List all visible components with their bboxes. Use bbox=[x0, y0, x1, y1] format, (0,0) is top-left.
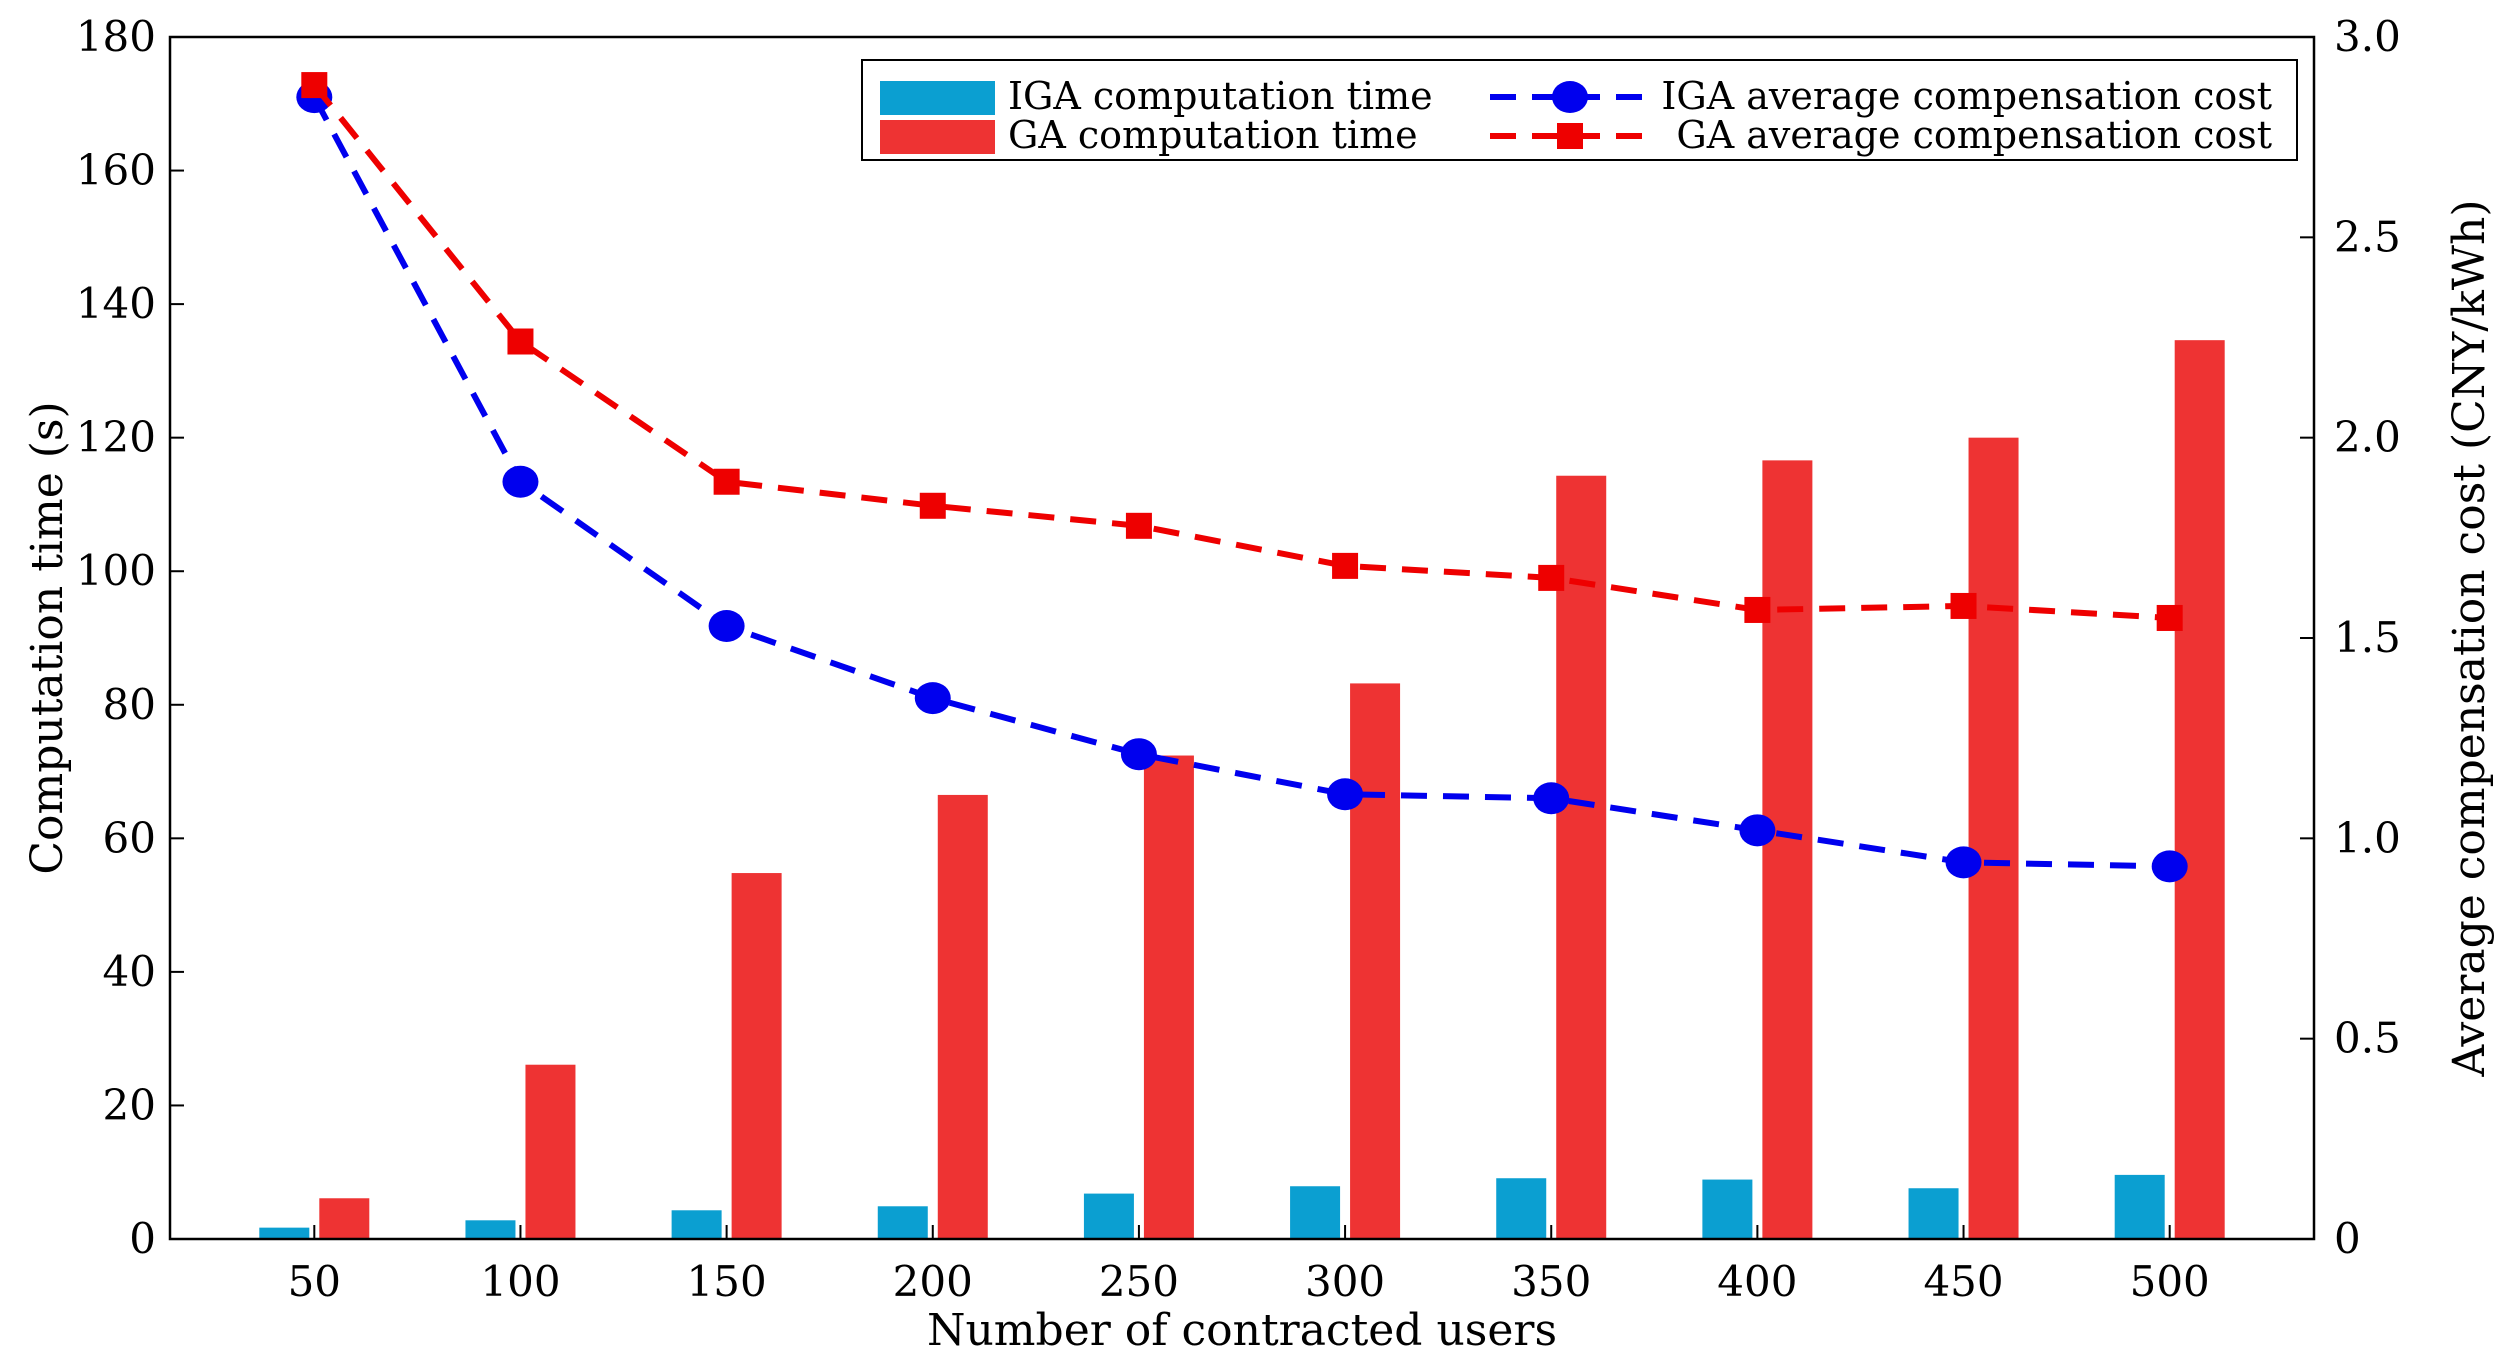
point-ga-average-compensation-cost-400 bbox=[1744, 596, 1771, 623]
bar-ga-computation-time-250 bbox=[1143, 755, 1194, 1239]
y-tick-label: 100 bbox=[76, 546, 156, 595]
point-ga-average-compensation-cost-350 bbox=[1538, 564, 1565, 591]
bar-iga-computation-time-150 bbox=[671, 1210, 722, 1239]
legend-swatch-0 bbox=[880, 81, 995, 115]
bar-ga-computation-time-500 bbox=[2174, 340, 2225, 1239]
bar-iga-computation-time-300 bbox=[1290, 1186, 1341, 1239]
legend-label-1: GA computation time bbox=[1008, 113, 1418, 157]
point-ga-average-compensation-cost-300 bbox=[1332, 552, 1359, 579]
bar-iga-computation-time-400 bbox=[1702, 1179, 1753, 1239]
bar-iga-computation-time-100 bbox=[465, 1220, 516, 1239]
line-iga-average-compensation-cost bbox=[311, 95, 2170, 870]
point-iga-average-compensation-cost-400 bbox=[1739, 814, 1776, 847]
point-iga-average-compensation-cost-500 bbox=[2151, 850, 2188, 883]
y2-tick-label: 1.5 bbox=[2334, 613, 2401, 662]
x-tick-label: 150 bbox=[687, 1257, 767, 1306]
y-tick-label: 180 bbox=[76, 12, 156, 61]
y2-tick-label: 2.5 bbox=[2334, 212, 2401, 261]
x-tick-label: 50 bbox=[288, 1257, 341, 1306]
point-ga-average-compensation-cost-50 bbox=[301, 72, 328, 99]
point-ga-average-compensation-cost-200 bbox=[919, 492, 946, 519]
point-iga-average-compensation-cost-350 bbox=[1533, 782, 1570, 815]
legend-label-line-0: IGA average compensation cost bbox=[1661, 74, 2272, 118]
legend-swatch-1 bbox=[880, 120, 995, 154]
x-tick-label: 500 bbox=[2130, 1257, 2210, 1306]
point-ga-average-compensation-cost-450 bbox=[1950, 592, 1977, 619]
bar-iga-computation-time-500 bbox=[2114, 1174, 2165, 1239]
x-tick-label: 350 bbox=[1511, 1257, 1591, 1306]
lines-layer bbox=[296, 72, 2188, 883]
y2-tick-label: 2.0 bbox=[2334, 413, 2401, 462]
bar-iga-computation-time-250 bbox=[1083, 1193, 1134, 1239]
bar-iga-computation-time-50 bbox=[259, 1227, 310, 1239]
point-iga-average-compensation-cost-150 bbox=[708, 609, 745, 642]
bars-layer bbox=[259, 340, 2225, 1240]
y-tick-label: 120 bbox=[76, 413, 156, 462]
x-tick-label: 400 bbox=[1717, 1257, 1797, 1306]
bar-ga-computation-time-450 bbox=[1968, 437, 2019, 1240]
x-axis-title: Number of contracted users bbox=[927, 1305, 1557, 1356]
point-ga-average-compensation-cost-500 bbox=[2156, 604, 2183, 631]
y-tick-label: 40 bbox=[103, 947, 156, 996]
x-tick-label: 250 bbox=[1099, 1257, 1179, 1306]
legend-marker-1 bbox=[1557, 123, 1583, 149]
y2-axis-title: Average compensation cost (CNY/kWh) bbox=[2444, 199, 2495, 1077]
bar-iga-computation-time-350 bbox=[1496, 1178, 1547, 1239]
y-tick-label: 60 bbox=[103, 813, 156, 862]
bar-iga-computation-time-450 bbox=[1908, 1188, 1959, 1239]
legend-label-0: IGA computation time bbox=[1008, 74, 1433, 118]
y-axis-title: Computation time (s) bbox=[22, 401, 73, 874]
x-tick-label: 300 bbox=[1305, 1257, 1385, 1306]
point-iga-average-compensation-cost-450 bbox=[1945, 846, 1982, 879]
y-tick-label: 80 bbox=[103, 680, 156, 729]
bar-ga-computation-time-400 bbox=[1762, 460, 1813, 1240]
bar-ga-computation-time-300 bbox=[1350, 683, 1401, 1239]
legend-marker-0 bbox=[1552, 81, 1588, 113]
line-ga-average-compensation-cost bbox=[311, 83, 2170, 621]
bar-ga-computation-time-150 bbox=[731, 873, 782, 1239]
x-tick-label: 200 bbox=[893, 1257, 973, 1306]
legend-label-line-1: GA average compensation cost bbox=[1676, 113, 2272, 157]
y-tick-label: 140 bbox=[76, 279, 156, 328]
y2-tick-label: 0 bbox=[2334, 1214, 2361, 1263]
point-ga-average-compensation-cost-100 bbox=[507, 328, 534, 355]
y2-tick-label: 1.0 bbox=[2334, 813, 2401, 862]
point-iga-average-compensation-cost-250 bbox=[1120, 738, 1157, 771]
axes-layer: 0 20 40 60 80 100 120 140 160 180 0 0.5 1.0 1.5 2.0 2.5… bbox=[22, 12, 2495, 1356]
bar-iga-computation-time-200 bbox=[877, 1206, 928, 1239]
point-ga-average-compensation-cost-150 bbox=[713, 468, 740, 495]
bar-ga-computation-time-200 bbox=[937, 794, 988, 1239]
y-tick-label: 0 bbox=[129, 1214, 156, 1263]
y2-tick-label: 0.5 bbox=[2334, 1014, 2401, 1063]
bar-ga-computation-time-100 bbox=[525, 1064, 576, 1239]
x-tick-label: 450 bbox=[1923, 1257, 2003, 1306]
point-iga-average-compensation-cost-300 bbox=[1327, 778, 1364, 811]
bar-ga-computation-time-350 bbox=[1556, 475, 1607, 1240]
y2-tick-label: 3.0 bbox=[2334, 12, 2401, 61]
point-ga-average-compensation-cost-250 bbox=[1125, 512, 1152, 539]
bar-ga-computation-time-50 bbox=[319, 1198, 370, 1239]
y-tick-label: 20 bbox=[103, 1080, 156, 1129]
point-iga-average-compensation-cost-100 bbox=[502, 465, 539, 498]
point-iga-average-compensation-cost-200 bbox=[914, 682, 951, 715]
x-tick-label: 100 bbox=[480, 1257, 560, 1306]
y-tick-label: 160 bbox=[76, 146, 156, 195]
